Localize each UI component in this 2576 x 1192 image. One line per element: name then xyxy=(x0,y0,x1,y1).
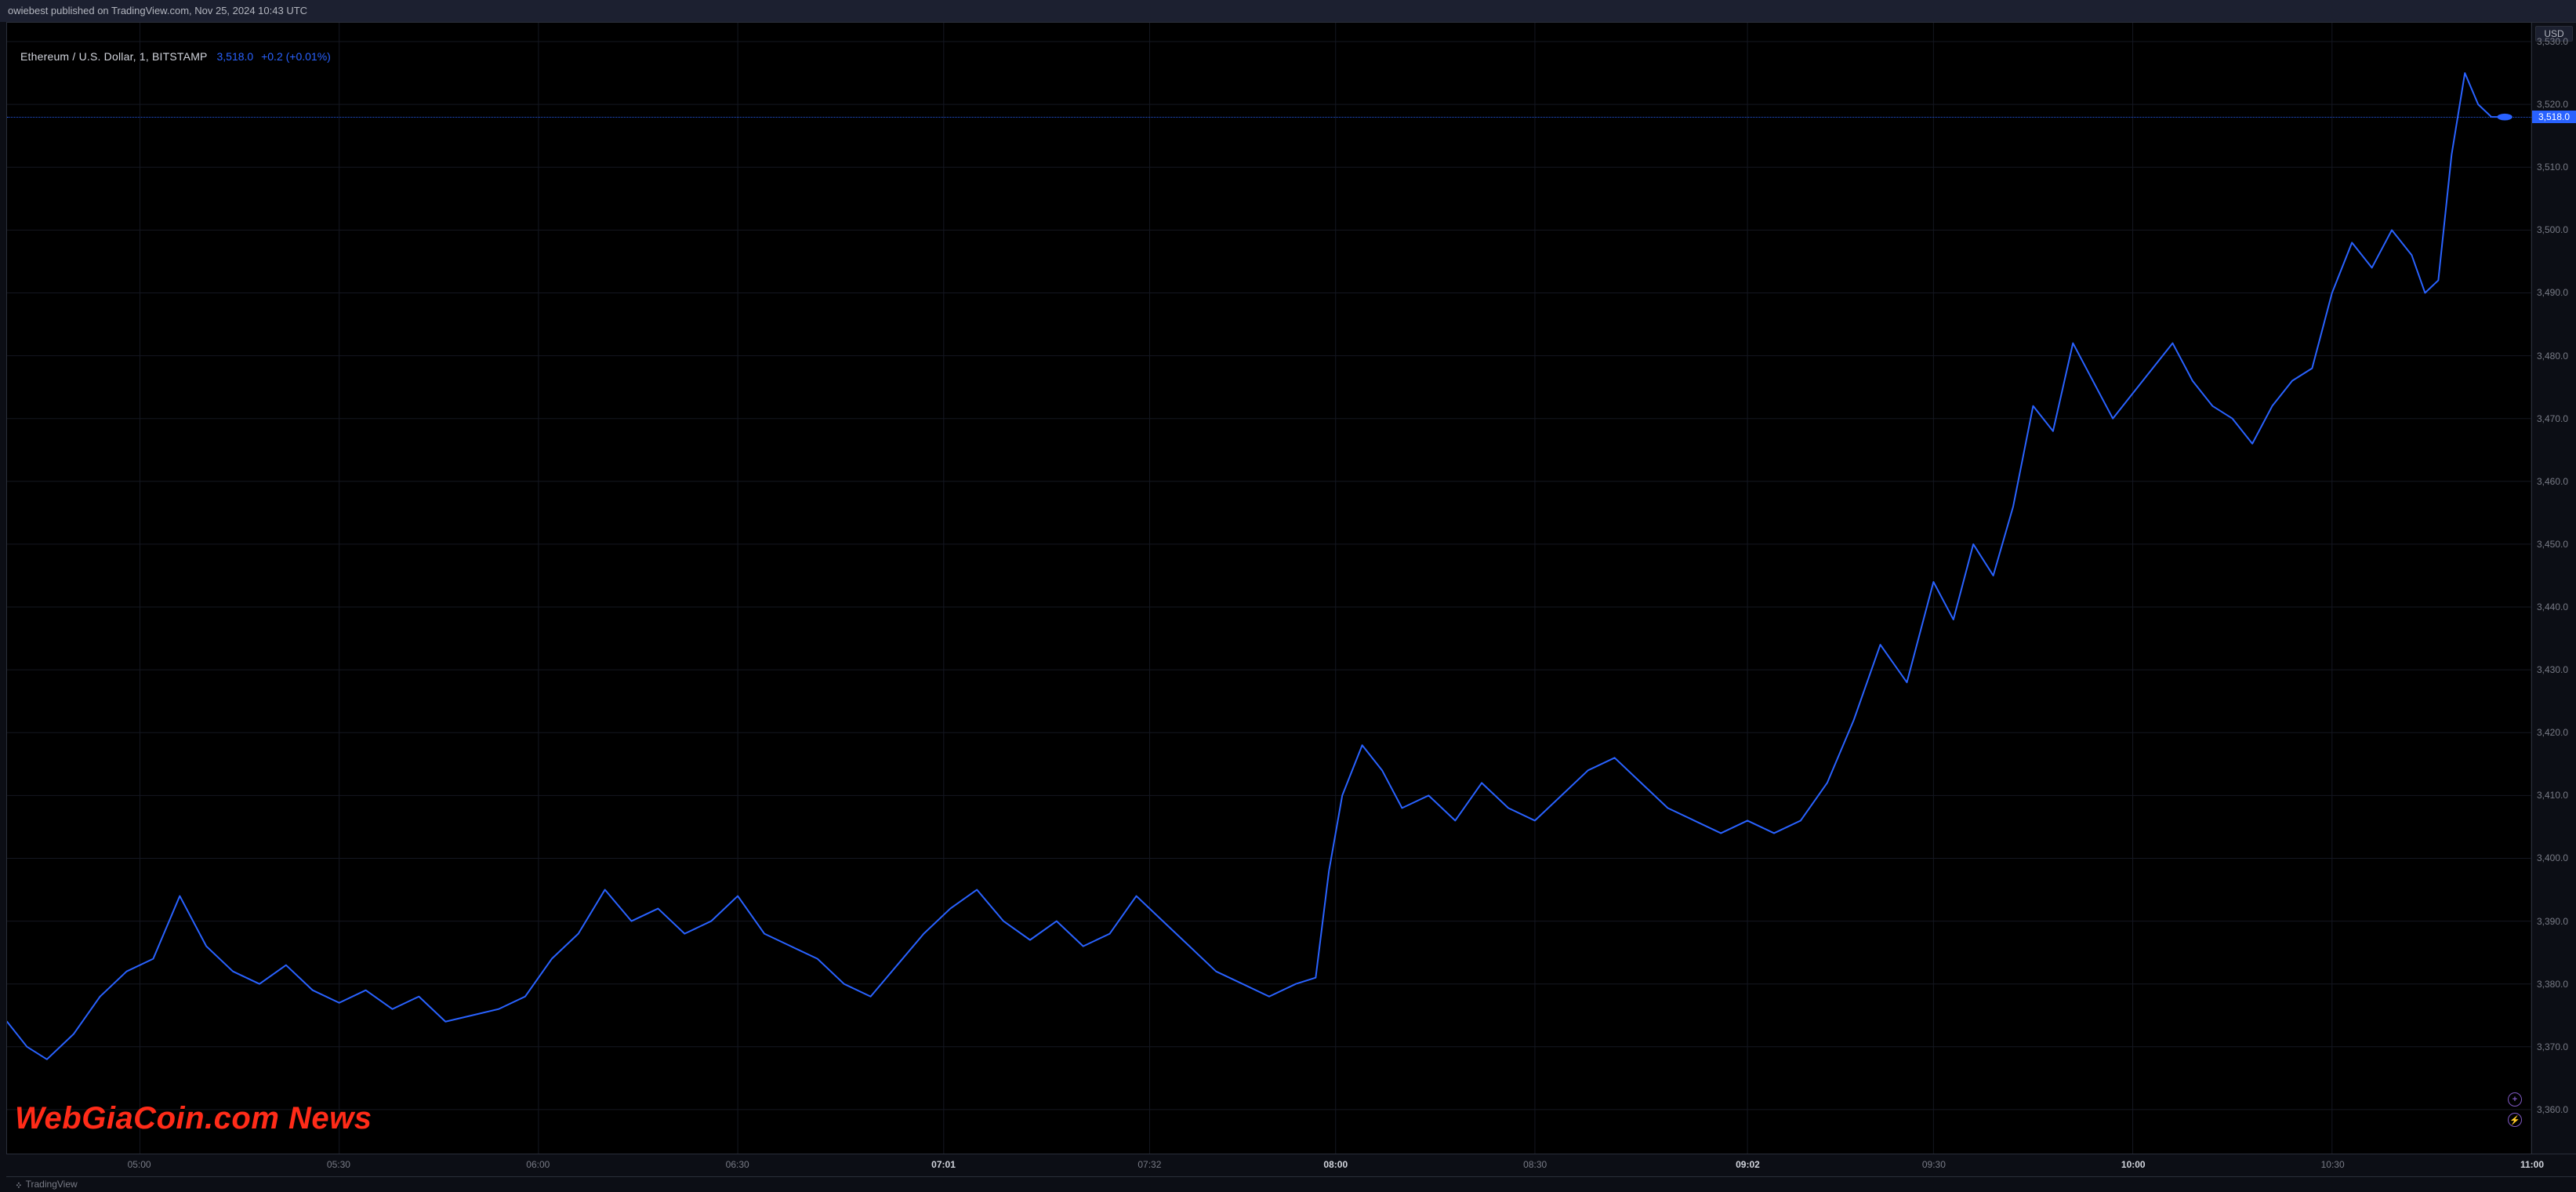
xtick-label: 08:30 xyxy=(1523,1159,1547,1170)
xtick-label: 06:30 xyxy=(726,1159,749,1170)
xtick-label: 11:00 xyxy=(2520,1159,2544,1170)
ytick-label: 3,420.0 xyxy=(2537,727,2568,738)
ytick-label: 3,520.0 xyxy=(2537,99,2568,110)
ytick-label: 3,480.0 xyxy=(2537,351,2568,362)
ytick-label: 3,390.0 xyxy=(2537,916,2568,927)
price-axis[interactable]: USD 3,518.0 3,360.03,370.03,380.03,390.0… xyxy=(2532,22,2576,1154)
bolt-glyph: ⚡ xyxy=(2509,1115,2520,1125)
xtick-label: 08:00 xyxy=(1323,1159,1348,1170)
tradingview-logo-icon: ᠅ xyxy=(14,1176,21,1192)
xtick-label: 07:32 xyxy=(1137,1159,1161,1170)
ytick-label: 3,460.0 xyxy=(2537,476,2568,487)
last-price: 3,518.0 xyxy=(216,50,253,63)
price-chart-area[interactable]: + ⚡ WebGiaCoin.com News xyxy=(6,22,2532,1154)
ytick-label: 3,400.0 xyxy=(2537,852,2568,863)
ytick-label: 3,410.0 xyxy=(2537,790,2568,801)
price-change: +0.2 (+0.01%) xyxy=(261,50,331,63)
symbol-label: Ethereum / U.S. Dollar, 1, BITSTAMP xyxy=(20,50,208,63)
current-price-tag-label: 3,518.0 xyxy=(2538,111,2570,122)
ytick-label: 3,360.0 xyxy=(2537,1104,2568,1115)
ytick-label: 3,490.0 xyxy=(2537,287,2568,298)
xtick-label: 05:30 xyxy=(327,1159,350,1170)
ytick-label: 3,430.0 xyxy=(2537,664,2568,675)
ytick-label: 3,530.0 xyxy=(2537,36,2568,47)
indicator-icons: + ⚡ xyxy=(2508,1092,2522,1127)
plus-glyph: + xyxy=(2513,1095,2517,1104)
ytick-label: 3,380.0 xyxy=(2537,979,2568,990)
ytick-label: 3,500.0 xyxy=(2537,224,2568,235)
add-indicator-icon[interactable]: + xyxy=(2508,1092,2522,1107)
tradingview-logo-text: TradingView xyxy=(26,1179,78,1190)
price-line-svg xyxy=(7,23,2531,1154)
bolt-indicator-icon[interactable]: ⚡ xyxy=(2508,1113,2522,1127)
ytick-label: 3,450.0 xyxy=(2537,539,2568,550)
ytick-label: 3,470.0 xyxy=(2537,413,2568,424)
publish-info-text: owiebest published on TradingView.com, N… xyxy=(8,5,307,16)
current-price-tag: 3,518.0 xyxy=(2532,111,2576,123)
ytick-label: 3,440.0 xyxy=(2537,601,2568,612)
xtick-label: 06:00 xyxy=(526,1159,550,1170)
xtick-label: 10:00 xyxy=(2121,1159,2146,1170)
publish-info-bar: owiebest published on TradingView.com, N… xyxy=(0,0,2576,22)
chart-legend: Ethereum / U.S. Dollar, 1, BITSTAMP 3,51… xyxy=(20,50,331,63)
chart-container: Ethereum / U.S. Dollar, 1, BITSTAMP 3,51… xyxy=(6,22,2576,1190)
footer: ᠅ TradingView xyxy=(6,1176,2576,1190)
ytick-label: 3,370.0 xyxy=(2537,1041,2568,1052)
xtick-label: 09:02 xyxy=(1736,1159,1760,1170)
xtick-label: 10:30 xyxy=(2321,1159,2345,1170)
xtick-label: 09:30 xyxy=(1922,1159,1946,1170)
ytick-label: 3,510.0 xyxy=(2537,162,2568,173)
xtick-label: 07:01 xyxy=(931,1159,956,1170)
xtick-label: 05:00 xyxy=(128,1159,151,1170)
time-axis[interactable]: 05:00 05:30 06:00 06:30 07:01 07:32 08:00 08:30… xyxy=(6,1154,2532,1176)
